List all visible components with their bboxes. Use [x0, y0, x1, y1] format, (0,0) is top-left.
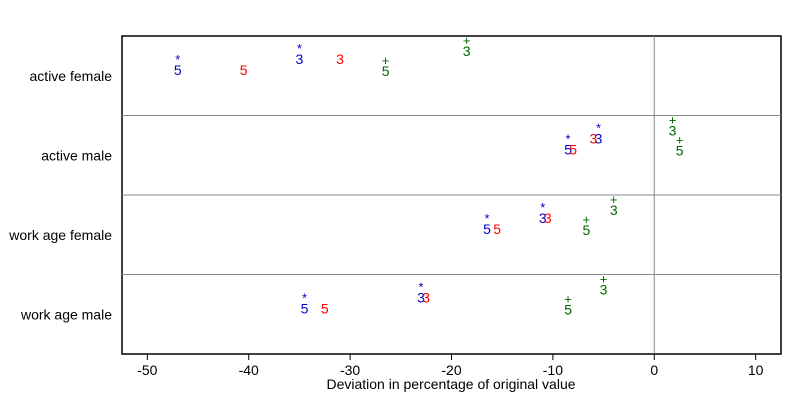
point-label: 5 [582, 222, 590, 238]
point-marker: + [583, 212, 591, 227]
point-label: 3 [463, 43, 471, 59]
point-label: 3 [417, 289, 425, 305]
data-point: *5 [174, 52, 182, 78]
point-marker: * [540, 200, 545, 215]
point-label: 3 [539, 210, 547, 226]
data-point: *5 [483, 211, 491, 237]
data-point: +3 [600, 271, 608, 297]
point-marker: * [484, 211, 489, 226]
category-bands [122, 115, 781, 275]
data-point: 3 [544, 210, 552, 226]
data-point: *3 [539, 200, 547, 226]
point-marker: + [669, 112, 677, 127]
point-label: 5 [321, 301, 329, 317]
point-label: 5 [174, 62, 182, 78]
data-point: +5 [676, 132, 684, 158]
data-point: +3 [610, 192, 618, 218]
data-point: 5 [493, 221, 501, 237]
point-label: 5 [382, 63, 390, 79]
point-label: 3 [336, 51, 344, 67]
point-label: 3 [669, 122, 677, 138]
data-point: 3 [336, 51, 344, 67]
point-label: 5 [493, 221, 501, 237]
category-label: work age male [20, 306, 112, 322]
x-axis: -50 -40 -30 -20 -10 0 10 [122, 353, 781, 378]
x-tick-label: -50 [137, 362, 157, 378]
point-label: 3 [610, 202, 618, 218]
x-tick-label: -20 [441, 362, 461, 378]
x-tick-label: -10 [543, 362, 563, 378]
data-point: *5 [564, 132, 572, 158]
data-point: *3 [296, 41, 304, 67]
point-label: 3 [544, 210, 552, 226]
data-point: +3 [669, 112, 677, 138]
point-marker: * [302, 291, 307, 306]
point-label: 3 [600, 281, 608, 297]
point-marker: * [175, 52, 180, 67]
point-marker: + [676, 132, 684, 147]
point-marker: * [297, 41, 302, 56]
point-label: 5 [569, 142, 577, 158]
point-label: 5 [564, 301, 572, 317]
x-tick-label: 0 [650, 362, 658, 378]
x-tick-label: 10 [748, 362, 764, 378]
point-marker: * [419, 279, 424, 294]
category-label: active female [30, 68, 113, 84]
point-marker: * [566, 132, 571, 147]
data-point: +5 [582, 212, 590, 238]
point-label: 3 [595, 130, 603, 146]
point-marker: * [596, 120, 601, 135]
point-label: 3 [296, 51, 304, 67]
data-point: 3 [590, 130, 598, 146]
data-point: 5 [240, 62, 248, 78]
category-labels: active female active male work age female w… [8, 68, 112, 323]
x-tick-label: -40 [239, 362, 259, 378]
point-marker: + [564, 291, 572, 306]
point-label: 5 [240, 62, 248, 78]
data-point: 5 [569, 142, 577, 158]
point-marker: + [600, 271, 608, 286]
data-point: +3 [463, 33, 471, 59]
point-label: 5 [676, 142, 684, 158]
point-marker: + [382, 53, 390, 68]
data-point: *3 [595, 120, 603, 146]
point-label: 3 [422, 289, 430, 305]
point-label: 5 [483, 221, 491, 237]
point-marker: + [463, 33, 471, 48]
point-label: 3 [590, 130, 598, 146]
data-point: 5 [321, 301, 329, 317]
data-point: +5 [564, 291, 572, 317]
x-axis-label: Deviation in percentage of original valu… [326, 376, 575, 392]
point-marker: + [610, 192, 618, 207]
data-point: 3 [422, 289, 430, 305]
category-label: work age female [8, 227, 112, 243]
data-point: +5 [382, 53, 390, 79]
data-point: *5 [301, 291, 309, 317]
x-tick-label: -30 [340, 362, 360, 378]
point-label: 5 [301, 301, 309, 317]
category-label: active male [41, 147, 112, 163]
point-label: 5 [564, 142, 572, 158]
data-point: *3 [417, 279, 425, 305]
